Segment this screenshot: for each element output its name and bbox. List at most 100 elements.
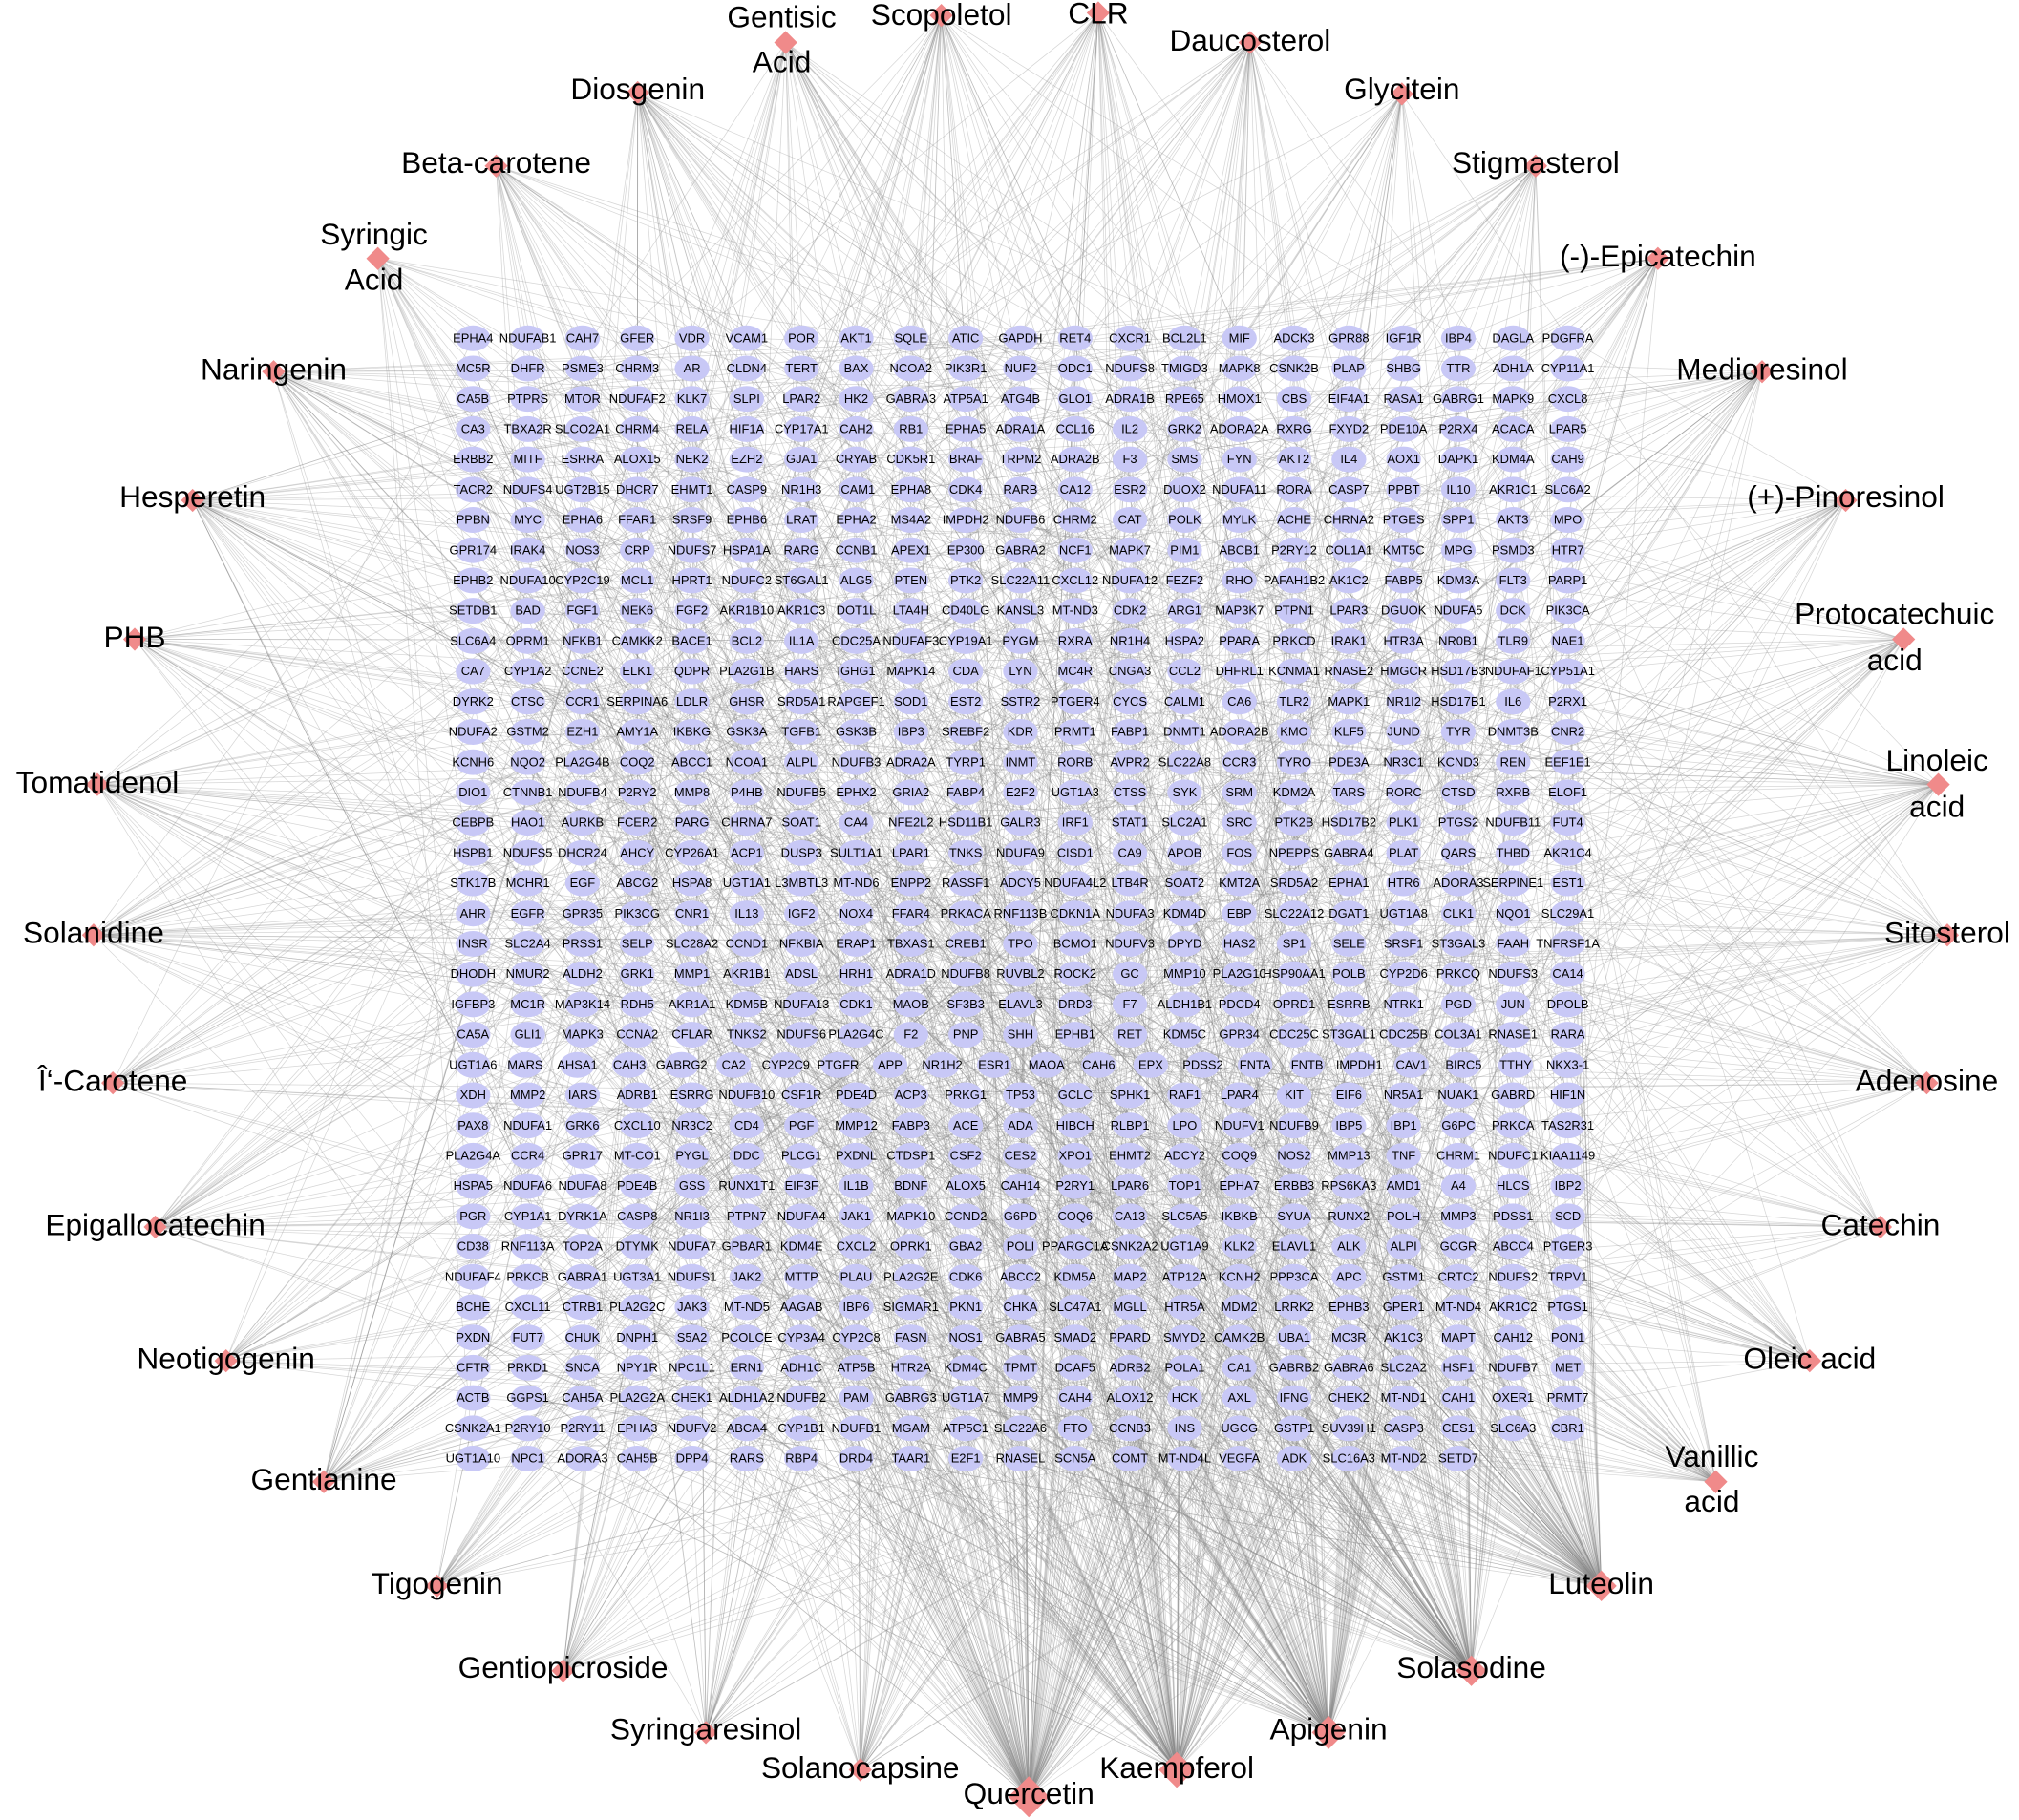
target-label: CHRNA7 xyxy=(721,815,772,830)
edge xyxy=(691,550,1472,1671)
target-label: HTR7 xyxy=(1552,542,1584,557)
edge xyxy=(563,1458,802,1672)
edge xyxy=(1184,853,1329,1733)
target-label: TARS xyxy=(1333,785,1366,799)
edge xyxy=(856,15,942,1368)
target-label: NEK2 xyxy=(676,452,709,466)
target-label: EEF1E1 xyxy=(1545,754,1591,769)
target-label: CTSS xyxy=(1114,785,1147,799)
edge xyxy=(637,92,802,793)
edge xyxy=(910,1367,1472,1672)
edge xyxy=(1074,1428,1329,1733)
edge xyxy=(1567,371,1763,1308)
target-label: CYP2D6 xyxy=(1380,966,1428,981)
target-label: RELA xyxy=(676,421,709,435)
target-label: GPR174 xyxy=(450,542,498,557)
edge xyxy=(192,337,692,501)
edge xyxy=(1471,1398,1514,1671)
edge xyxy=(1074,1034,1472,1671)
target-label: RNF113B xyxy=(994,906,1048,921)
target-label: CDK1 xyxy=(839,997,872,1011)
target-label: IL4 xyxy=(1340,452,1357,466)
edge xyxy=(1239,550,1716,1482)
edge xyxy=(637,92,748,1459)
edge xyxy=(746,42,1251,763)
target-label: CCNB1 xyxy=(836,542,878,557)
edge xyxy=(473,368,1811,1362)
edge xyxy=(1403,549,1927,1084)
edge xyxy=(1457,1367,1602,1587)
target-label: GABRB2 xyxy=(1269,1360,1319,1374)
edge xyxy=(1239,670,1472,1671)
target-label: PCOLCE xyxy=(721,1330,773,1344)
target-label: AKT2 xyxy=(1279,452,1309,466)
edge xyxy=(1457,1458,1472,1671)
target-label: PNP xyxy=(953,1027,979,1042)
edge xyxy=(637,92,1131,854)
edge xyxy=(733,1064,1602,1587)
edge xyxy=(1349,1216,1716,1483)
target-label: THBD xyxy=(1497,845,1530,859)
edge xyxy=(473,1428,1602,1587)
edge xyxy=(192,499,474,703)
edge xyxy=(1020,1458,1472,1672)
edge xyxy=(563,1034,1568,1672)
target-label: FUT7 xyxy=(512,1330,542,1344)
target-label: FTO xyxy=(1063,1421,1088,1435)
target-label: UGT3A1 xyxy=(613,1269,661,1283)
target-label: HSD17B2 xyxy=(1322,815,1376,830)
target-label: CXCL10 xyxy=(614,1118,661,1132)
edge xyxy=(785,42,967,1338)
target-label: RPS6KA3 xyxy=(1321,1178,1376,1193)
edge xyxy=(801,1004,1927,1084)
edge xyxy=(1184,94,1403,1156)
target-label: POLB xyxy=(1332,966,1365,981)
edge xyxy=(860,610,1131,1770)
compound-label: Solanocapsine xyxy=(761,1750,960,1785)
edge xyxy=(155,822,474,1228)
target-label: UGT1A8 xyxy=(1380,906,1428,921)
edge xyxy=(705,731,857,1733)
target-label: SERPINA6 xyxy=(606,694,668,709)
edge xyxy=(273,371,584,1368)
target-label: P2RY10 xyxy=(505,1421,551,1435)
target-label: NDUFB11 xyxy=(1485,815,1541,830)
compound-label: Naringenin xyxy=(201,352,347,387)
target-label: CSF2 xyxy=(950,1148,982,1162)
edge xyxy=(705,1458,802,1733)
target-label: CHUK xyxy=(565,1330,601,1344)
target-label: PRKCA xyxy=(1492,1118,1535,1132)
target-label: STK17B xyxy=(450,876,496,890)
edge xyxy=(910,973,1472,1671)
target-label: LPAR6 xyxy=(1111,1178,1149,1193)
edge xyxy=(965,1004,1472,1671)
compound-label: CLR xyxy=(1068,0,1128,31)
edge xyxy=(527,549,1602,1587)
target-label: RNASEL xyxy=(996,1451,1046,1466)
target-label: GBA2 xyxy=(949,1239,982,1254)
edge xyxy=(192,429,1350,501)
edge xyxy=(113,1082,1240,1156)
target-label: HTR5A xyxy=(1164,1300,1205,1314)
edge xyxy=(93,934,474,944)
edge xyxy=(134,639,584,1187)
target-label: AKR1C4 xyxy=(1543,845,1591,859)
target-label: RBP4 xyxy=(785,1451,818,1466)
edge xyxy=(1293,610,1472,1671)
edge xyxy=(134,639,1568,1338)
target-label: IRAK1 xyxy=(1331,633,1367,647)
target-label: CLDN4 xyxy=(727,361,767,375)
target-label: PRKG1 xyxy=(945,1088,987,1102)
target-label: PPARD xyxy=(1109,1330,1151,1344)
edge xyxy=(1567,762,1602,1586)
edge xyxy=(1074,882,1602,1587)
edge xyxy=(96,784,638,1459)
target-label: FUT4 xyxy=(1552,815,1583,830)
edge xyxy=(1328,1034,1459,1733)
edge xyxy=(856,639,1904,1429)
target-label: NDUFV1 xyxy=(1215,1118,1265,1132)
target-label: AHSA1 xyxy=(557,1057,597,1071)
edge xyxy=(1512,258,1659,611)
target-label: MAPK7 xyxy=(1109,542,1151,557)
edge xyxy=(1512,1125,1602,1586)
